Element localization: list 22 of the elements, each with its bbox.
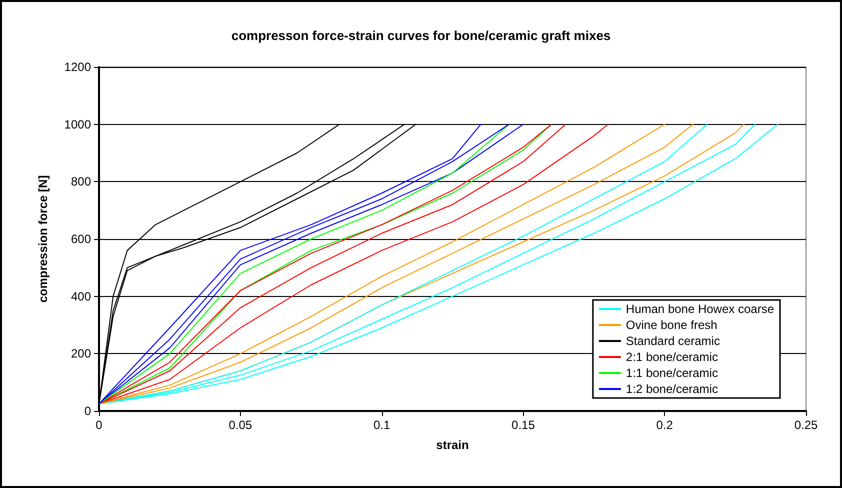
- y-tick-label: 200: [70, 346, 92, 361]
- x-tick-label: 0.05: [228, 418, 252, 432]
- y-axis-title: compression force [N]: [36, 175, 50, 303]
- x-tick-label: 0.2: [656, 418, 674, 432]
- x-axis-title: strain: [436, 438, 469, 452]
- y-tick-label: 400: [70, 289, 92, 304]
- legend-label: 2:1 bone/ceramic: [626, 350, 718, 364]
- y-tick-label: 800: [70, 174, 92, 189]
- legend-label: Ovine bone fresh: [626, 318, 718, 332]
- y-tick-label: 600: [70, 232, 92, 246]
- legend-label: Human bone Howex coarse: [626, 302, 774, 316]
- chart-title: compresson force-strain curves for bone/ceramic graft mixes: [231, 28, 611, 43]
- x-tick-label: 0: [96, 418, 103, 432]
- y-tick-label: 1200: [64, 60, 92, 74]
- x-tick-label: 0.15: [512, 418, 536, 432]
- legend-label: Standard ceramic: [626, 334, 720, 348]
- x-tick-label: 0.25: [794, 418, 818, 432]
- legend-label: 1:1 bone/ceramic: [626, 366, 718, 380]
- x-tick-label: 0.1: [373, 418, 390, 432]
- y-tick-label: 1000: [64, 117, 92, 132]
- legend-label: 1:2 bone/ceramic: [626, 382, 718, 396]
- y-tick-label: 0: [84, 404, 92, 418]
